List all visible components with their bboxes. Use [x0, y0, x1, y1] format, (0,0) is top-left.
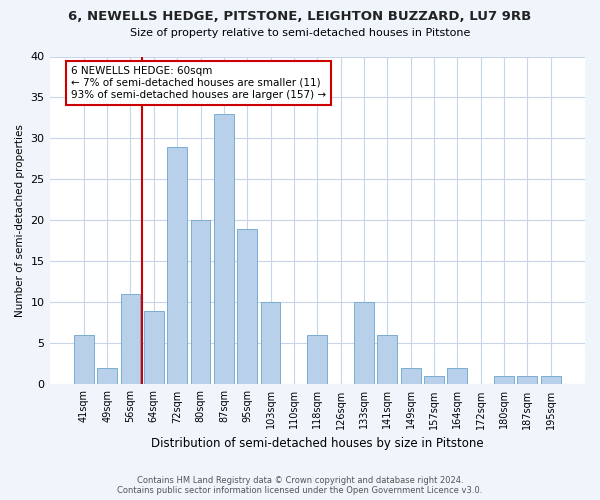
Bar: [307, 335, 327, 384]
Bar: [144, 310, 164, 384]
Bar: [97, 368, 117, 384]
Text: 6, NEWELLS HEDGE, PITSTONE, LEIGHTON BUZZARD, LU7 9RB: 6, NEWELLS HEDGE, PITSTONE, LEIGHTON BUZ…: [68, 10, 532, 23]
Bar: [238, 228, 257, 384]
Bar: [214, 114, 234, 384]
Y-axis label: Number of semi-detached properties: Number of semi-detached properties: [15, 124, 25, 317]
Bar: [401, 368, 421, 384]
Bar: [424, 376, 444, 384]
Text: Contains HM Land Registry data © Crown copyright and database right 2024.
Contai: Contains HM Land Registry data © Crown c…: [118, 476, 482, 495]
Bar: [354, 302, 374, 384]
Bar: [121, 294, 140, 384]
Bar: [494, 376, 514, 384]
Bar: [260, 302, 280, 384]
Bar: [377, 335, 397, 384]
Text: Size of property relative to semi-detached houses in Pitstone: Size of property relative to semi-detach…: [130, 28, 470, 38]
Bar: [167, 146, 187, 384]
Text: 6 NEWELLS HEDGE: 60sqm
← 7% of semi-detached houses are smaller (11)
93% of semi: 6 NEWELLS HEDGE: 60sqm ← 7% of semi-deta…: [71, 66, 326, 100]
Bar: [448, 368, 467, 384]
Bar: [74, 335, 94, 384]
Bar: [191, 220, 211, 384]
Bar: [541, 376, 560, 384]
Bar: [517, 376, 538, 384]
X-axis label: Distribution of semi-detached houses by size in Pitstone: Distribution of semi-detached houses by …: [151, 437, 484, 450]
